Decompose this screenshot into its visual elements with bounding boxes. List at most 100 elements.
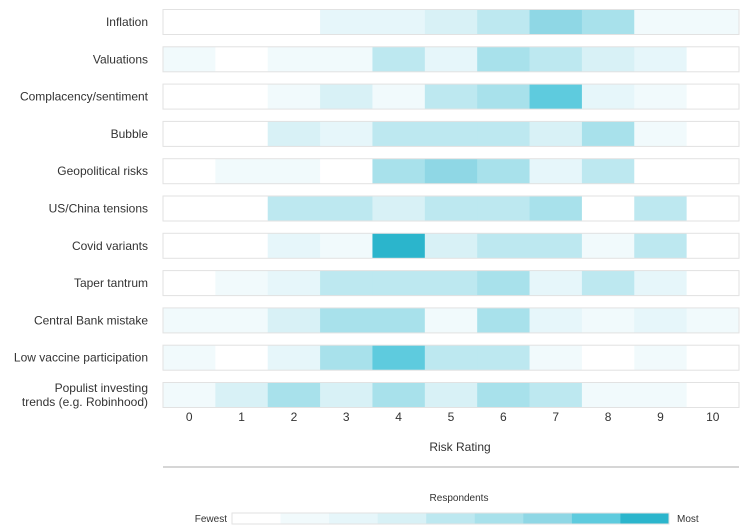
row-label: Complacency/sentiment xyxy=(20,90,149,104)
heatmap-cell xyxy=(529,382,583,408)
heatmap-cell xyxy=(424,345,478,371)
heatmap-cell xyxy=(372,196,426,221)
row-label: Bubble xyxy=(111,127,149,141)
row-label-line: US/China tensions xyxy=(49,202,148,216)
heatmap-cell xyxy=(581,270,635,296)
row-label: Geopolitical risks xyxy=(57,164,148,178)
heatmap-cell xyxy=(267,382,321,408)
heatmap-cell xyxy=(477,121,530,147)
heatmap-cell xyxy=(320,9,373,35)
x-tick-label: 0 xyxy=(186,410,193,424)
row-label: Central Bank mistake xyxy=(34,313,148,327)
heatmap-cell xyxy=(529,345,583,371)
heatmap-cell xyxy=(477,307,530,333)
x-tick-label: 10 xyxy=(706,410,720,424)
heatmap-cell xyxy=(215,46,269,72)
heatmap-cell xyxy=(215,158,269,184)
heatmap-cell xyxy=(634,233,688,259)
heatmap-cell xyxy=(267,270,321,296)
heatmap-cell xyxy=(634,307,688,333)
heatmap-row: Valuations xyxy=(93,46,740,73)
heatmap-cell xyxy=(163,196,216,221)
heatmap-cell xyxy=(320,46,373,72)
heatmap-cell xyxy=(267,196,321,221)
heatmap-row: Taper tantrum xyxy=(74,270,740,297)
row-label-line: trends (e.g. Robinhood) xyxy=(22,395,148,409)
row-label-line: Central Bank mistake xyxy=(34,313,148,327)
heatmap-cell xyxy=(320,121,373,147)
heatmap-cell xyxy=(477,233,530,259)
row-label-line: Geopolitical risks xyxy=(57,164,148,178)
heatmap-cell xyxy=(424,9,478,35)
heatmap-cell xyxy=(529,9,583,35)
x-tick-label: 9 xyxy=(657,410,664,424)
legend-swatch xyxy=(377,513,427,524)
row-label: US/China tensions xyxy=(49,202,148,216)
heatmap-cell xyxy=(372,84,426,110)
heatmap-cell xyxy=(581,158,635,184)
heatmap-cell xyxy=(529,196,583,221)
heatmap-cell xyxy=(686,121,740,147)
heatmap-cell xyxy=(372,233,426,259)
heatmap-cell xyxy=(267,9,321,35)
heatmap-cell xyxy=(163,233,216,259)
x-tick-label: 8 xyxy=(605,410,612,424)
heatmap-row-border xyxy=(162,195,740,222)
heatmap-cell xyxy=(163,345,216,371)
heatmap-cell xyxy=(581,233,635,259)
heatmap-cell xyxy=(320,270,373,296)
heatmap-cell xyxy=(163,270,216,296)
row-label: Valuations xyxy=(93,52,148,66)
legend-swatch xyxy=(620,513,670,524)
heatmap-cell xyxy=(477,345,530,371)
legend-swatch xyxy=(232,513,281,524)
heatmap-cell xyxy=(634,382,688,408)
legend: Respondents Fewest Most xyxy=(195,493,699,525)
heatmap-cell xyxy=(424,84,478,110)
heatmap-cell xyxy=(320,382,373,408)
heatmap-row: US/China tensions xyxy=(49,195,740,222)
heatmap-row: Populist investing trends (e.g. Robinhood… xyxy=(22,381,740,409)
heatmap-cell xyxy=(686,9,740,35)
legend-high-label: Most xyxy=(677,514,699,525)
heatmap-cell xyxy=(529,307,583,333)
heatmap-cell xyxy=(372,270,426,296)
heatmap-cell xyxy=(215,270,269,296)
heatmap-cell xyxy=(372,307,426,333)
heatmap-cell xyxy=(686,196,740,221)
heatmap-cell xyxy=(634,84,688,110)
heatmap-cell xyxy=(320,233,373,259)
heatmap-cell xyxy=(267,84,321,110)
heatmap-row: Central Bank mistake xyxy=(34,307,740,334)
heatmap-cell xyxy=(477,196,530,221)
heatmap-cell xyxy=(581,84,635,110)
row-label: Taper tantrum xyxy=(74,276,148,290)
heatmap-cell xyxy=(372,345,426,371)
x-tick-label: 3 xyxy=(343,410,350,424)
heatmap-row-border xyxy=(162,9,740,35)
heatmap-cell xyxy=(477,158,530,184)
heatmap-row-border xyxy=(162,232,740,259)
heatmap-cell xyxy=(686,345,740,371)
heatmap-row: Low vaccine participation xyxy=(14,344,740,371)
heatmap-cell xyxy=(267,307,321,333)
heatmap-row: Geopolitical risks xyxy=(57,158,740,185)
heatmap-row: Covid variants xyxy=(72,232,740,259)
row-label-line: Covid variants xyxy=(72,239,148,253)
legend-swatch xyxy=(280,513,330,524)
x-axis-ticks: 0 1 2 3 4 5 6 7 8 9 10 xyxy=(186,410,720,424)
heatmap-cell xyxy=(267,46,321,72)
legend-swatch xyxy=(426,513,476,524)
heatmap-cell xyxy=(267,121,321,147)
heatmap-cell xyxy=(372,9,426,35)
heatmap-cell xyxy=(634,270,688,296)
heatmap-cell xyxy=(163,158,216,184)
x-tick-label: 4 xyxy=(395,410,402,424)
heatmap-cell xyxy=(163,121,216,147)
x-tick-label: 1 xyxy=(238,410,245,424)
x-tick-label: 5 xyxy=(448,410,455,424)
legend-title: Respondents xyxy=(430,493,489,504)
heatmap-cell xyxy=(581,307,635,333)
heatmap-row-border xyxy=(162,46,740,73)
